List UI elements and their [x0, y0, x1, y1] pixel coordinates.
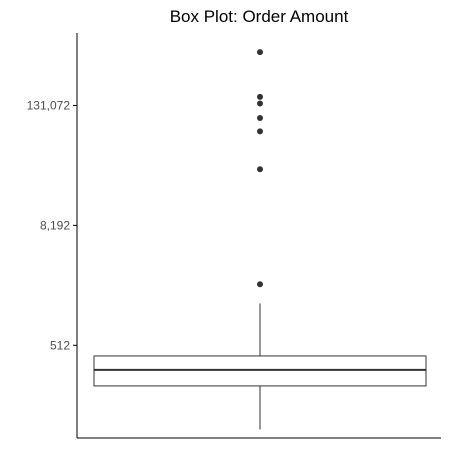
outlier-point — [257, 281, 263, 288]
y-tick-label: 131,072 — [27, 98, 71, 112]
iqr-box — [93, 355, 427, 387]
chart-title: Box Plot: Order Amount — [170, 7, 349, 26]
outliers — [257, 49, 263, 288]
y-axis-ticks: 512 8,192 131,072 — [27, 98, 77, 352]
axes — [76, 33, 441, 439]
outlier-point — [257, 49, 263, 56]
outlier-point — [257, 100, 263, 107]
box-series — [93, 303, 427, 430]
y-tick-label: 512 — [50, 338, 70, 352]
y-tick-label: 8,192 — [40, 218, 70, 232]
outlier-point — [257, 93, 263, 100]
outlier-point — [257, 115, 263, 122]
outlier-point — [257, 128, 263, 135]
outlier-point — [257, 166, 263, 173]
